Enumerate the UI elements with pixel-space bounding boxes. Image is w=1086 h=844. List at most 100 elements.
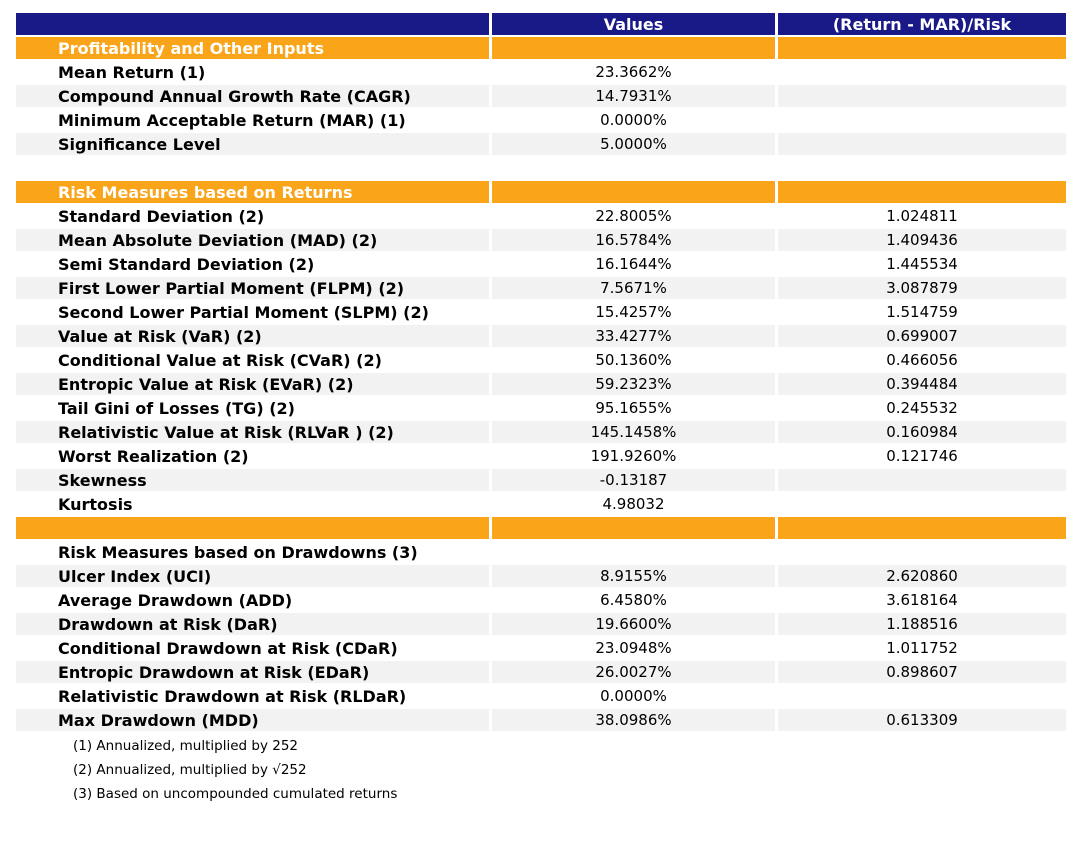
value-cell: 8.9155% — [492, 565, 775, 587]
spacer-cell — [778, 157, 1066, 179]
value-cell: 16.1644% — [492, 253, 775, 275]
ratio-cell: 0.898607 — [778, 661, 1066, 683]
table-row: Drawdown at Risk (DaR) 19.6600% 1.188516 — [16, 613, 1066, 635]
ratio-cell: 0.160984 — [778, 421, 1066, 443]
section-label: Profitability and Other Inputs — [16, 37, 489, 59]
value-cell: 191.9260% — [492, 445, 775, 467]
metric-label: Skewness — [16, 469, 489, 491]
table-row: Semi Standard Deviation (2) 16.1644% 1.445… — [16, 253, 1066, 275]
metric-label: Kurtosis — [16, 493, 489, 515]
footnote-1: (1) Annualized, multiplied by 252 — [73, 738, 298, 754]
value-cell: 15.4257% — [492, 301, 775, 323]
empty-cell — [778, 541, 1066, 563]
risk-report: Values (Return - MAR)/Risk Profitability… — [13, 11, 1086, 802]
metric-label: Conditional Value at Risk (CVaR) (2) — [16, 349, 489, 371]
table-row: Relativistic Drawdown at Risk (RLDaR) 0.0… — [16, 685, 1066, 707]
metric-label: Conditional Drawdown at Risk (CDaR) — [16, 637, 489, 659]
table-row: Significance Level 5.0000% — [16, 133, 1066, 155]
value-cell: 7.5671% — [492, 277, 775, 299]
table-row: Worst Realization (2) 191.9260% 0.121746 — [16, 445, 1066, 467]
ratio-cell: 0.466056 — [778, 349, 1066, 371]
metric-label: Max Drawdown (MDD) — [16, 709, 489, 731]
value-cell: 95.1655% — [492, 397, 775, 419]
metric-label: Significance Level — [16, 133, 489, 155]
table-row: Mean Absolute Deviation (MAD) (2) 16.5784… — [16, 229, 1066, 251]
section-fill — [778, 517, 1066, 539]
table-row: Tail Gini of Losses (TG) (2) 95.1655% 0.24… — [16, 397, 1066, 419]
value-cell: 22.8005% — [492, 205, 775, 227]
ratio-cell: 1.024811 — [778, 205, 1066, 227]
footnote-2: (2) Annualized, multiplied by √252 — [73, 762, 307, 778]
metric-label: Average Drawdown (ADD) — [16, 589, 489, 611]
table-row: Standard Deviation (2) 22.8005% 1.024811 — [16, 205, 1066, 227]
ratio-cell: 1.188516 — [778, 613, 1066, 635]
metric-label: Semi Standard Deviation (2) — [16, 253, 489, 275]
table-row: Value at Risk (VaR) (2) 33.4277% 0.699007 — [16, 325, 1066, 347]
ratio-cell: 1.011752 — [778, 637, 1066, 659]
section-label: Risk Measures based on Returns — [16, 181, 489, 203]
section-row: Profitability and Other Inputs — [16, 37, 1066, 59]
table-row: Mean Return (1) 23.3662% — [16, 61, 1066, 83]
col-header-return-mar-risk: (Return - MAR)/Risk — [778, 13, 1066, 35]
metric-label: Worst Realization (2) — [16, 445, 489, 467]
section-label — [16, 517, 489, 539]
spacer-cell — [492, 157, 775, 179]
footnotes: (1) Annualized, multiplied by 252 (2) An… — [73, 738, 1086, 802]
section-fill — [778, 37, 1066, 59]
ratio-cell: 0.245532 — [778, 397, 1066, 419]
ratio-cell: 1.514759 — [778, 301, 1066, 323]
value-cell: 38.0986% — [492, 709, 775, 731]
metric-label: Standard Deviation (2) — [16, 205, 489, 227]
metric-label: Second Lower Partial Moment (SLPM) (2) — [16, 301, 489, 323]
table-row: Entropic Drawdown at Risk (EDaR) 26.0027%… — [16, 661, 1066, 683]
value-cell: 0.0000% — [492, 109, 775, 131]
footnote-3: (3) Based on uncompounded cumulated retu… — [73, 786, 398, 802]
ratio-cell: 3.618164 — [778, 589, 1066, 611]
value-cell: 26.0027% — [492, 661, 775, 683]
table-row: Average Drawdown (ADD) 6.4580% 3.618164 — [16, 589, 1066, 611]
value-cell: 33.4277% — [492, 325, 775, 347]
ratio-cell: 1.409436 — [778, 229, 1066, 251]
ratio-cell — [778, 109, 1066, 131]
empty-cell — [492, 541, 775, 563]
value-cell: 5.0000% — [492, 133, 775, 155]
ratio-cell — [778, 133, 1066, 155]
section-fill — [778, 181, 1066, 203]
table-row: Minimum Acceptable Return (MAR) (1) 0.000… — [16, 109, 1066, 131]
ratio-cell — [778, 469, 1066, 491]
section-fill — [492, 517, 775, 539]
risk-measures-table: Values (Return - MAR)/Risk Profitability… — [13, 11, 1069, 733]
ratio-cell: 3.087879 — [778, 277, 1066, 299]
metric-label: Ulcer Index (UCI) — [16, 565, 489, 587]
table-row: Conditional Drawdown at Risk (CDaR) 23.09… — [16, 637, 1066, 659]
section-row: Risk Measures based on Returns — [16, 181, 1066, 203]
section-row — [16, 517, 1066, 539]
metric-label: First Lower Partial Moment (FLPM) (2) — [16, 277, 489, 299]
metric-label: Mean Return (1) — [16, 61, 489, 83]
metric-label: Tail Gini of Losses (TG) (2) — [16, 397, 489, 419]
subsection-row: Risk Measures based on Drawdowns (3) — [16, 541, 1066, 563]
value-cell: 14.7931% — [492, 85, 775, 107]
ratio-cell: 0.613309 — [778, 709, 1066, 731]
table-row: Ulcer Index (UCI) 8.9155% 2.620860 — [16, 565, 1066, 587]
value-cell: 23.3662% — [492, 61, 775, 83]
table-row: First Lower Partial Moment (FLPM) (2) 7.5… — [16, 277, 1066, 299]
col-header-values: Values — [492, 13, 775, 35]
metric-label: Entropic Drawdown at Risk (EDaR) — [16, 661, 489, 683]
section-fill — [492, 181, 775, 203]
metric-label: Drawdown at Risk (DaR) — [16, 613, 489, 635]
value-cell: 145.1458% — [492, 421, 775, 443]
value-cell: 16.5784% — [492, 229, 775, 251]
table-row: Conditional Value at Risk (CVaR) (2) 50.1… — [16, 349, 1066, 371]
table-row: Entropic Value at Risk (EVaR) (2) 59.2323… — [16, 373, 1066, 395]
value-cell: 50.1360% — [492, 349, 775, 371]
metric-label: Mean Absolute Deviation (MAD) (2) — [16, 229, 489, 251]
ratio-cell: 2.620860 — [778, 565, 1066, 587]
table-row: Relativistic Value at Risk (RLVaR ) (2) 1… — [16, 421, 1066, 443]
metric-label: Minimum Acceptable Return (MAR) (1) — [16, 109, 489, 131]
value-cell: -0.13187 — [492, 469, 775, 491]
ratio-cell: 0.394484 — [778, 373, 1066, 395]
table-body: Profitability and Other Inputs Mean Retur… — [16, 37, 1066, 731]
ratio-cell: 0.699007 — [778, 325, 1066, 347]
ratio-cell — [778, 685, 1066, 707]
